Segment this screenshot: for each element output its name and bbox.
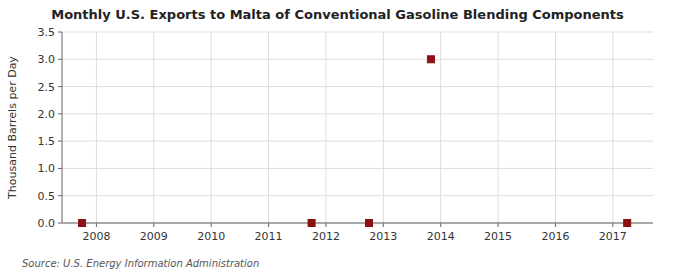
tick-label-x: 2013 (369, 230, 397, 243)
grid-line-x (498, 32, 499, 223)
point (365, 220, 372, 227)
tick-label-y: 3.5 (38, 26, 56, 39)
tick-label-x: 2010 (197, 230, 225, 243)
grid-line-y (62, 141, 653, 142)
point (624, 220, 631, 227)
tick-x (96, 223, 97, 227)
tick-y (58, 223, 62, 224)
tick-label-x: 2015 (484, 230, 512, 243)
tick-label-x: 2017 (599, 230, 627, 243)
grid-line-x (211, 32, 212, 223)
tick-x (555, 223, 556, 227)
points (79, 56, 631, 227)
tick-label-y: 3.0 (38, 53, 56, 66)
grid-line-y (62, 113, 653, 114)
tick-label-x: 2012 (312, 230, 340, 243)
tick-y (58, 168, 62, 169)
chart: 0.0 0.5 1.0 1.5 2.0 2.5 3.0 3.5 2008 2009 2010 2011… (0, 0, 675, 275)
tick-label-y: 1.5 (38, 135, 56, 148)
tick-y (58, 86, 62, 87)
tick-x (211, 223, 212, 227)
tick-label-x: 2011 (255, 230, 283, 243)
grid-line-x (325, 32, 326, 223)
tick-x (612, 223, 613, 227)
grid-line-x (153, 32, 154, 223)
grid-line-y (62, 86, 653, 87)
grid-line-x (440, 32, 441, 223)
tick-label-y: 0.0 (38, 217, 56, 230)
y-axis-line (62, 32, 63, 223)
tick-y (58, 59, 62, 60)
grid-line-y (62, 195, 653, 196)
grid-line-x (96, 32, 97, 223)
grid-line-y (62, 223, 653, 224)
grid-line-y (62, 168, 653, 169)
point (79, 220, 86, 227)
tick-y (58, 32, 62, 33)
tick-label-x: 2016 (541, 230, 569, 243)
point (427, 56, 434, 63)
tick-x (153, 223, 154, 227)
tick-label-y: 0.5 (38, 190, 56, 203)
tick-label-x: 2014 (427, 230, 455, 243)
grid-line-x (383, 32, 384, 223)
grid (62, 32, 653, 223)
tick-label-x: 2009 (140, 230, 168, 243)
grid-line-x (268, 32, 269, 223)
tick-label-y: 2.5 (38, 81, 56, 94)
x-axis-line (62, 223, 653, 224)
grid-line-y (62, 59, 653, 60)
tick-y (58, 141, 62, 142)
tick-x (325, 223, 326, 227)
grid-line-x (612, 32, 613, 223)
tick-x (498, 223, 499, 227)
grid-line-x (555, 32, 556, 223)
tick-label-y: 1.0 (38, 162, 56, 175)
tick-x (268, 223, 269, 227)
axes: 0.0 0.5 1.0 1.5 2.0 2.5 3.0 3.5 2008 2009 2010 2011… (38, 26, 654, 243)
source-note: Source: U.S. Energy Information Administ… (22, 258, 259, 269)
tick-y (58, 195, 62, 196)
y-axis-label: Thousand Barrels per Day (6, 56, 19, 200)
point (308, 220, 315, 227)
title: Monthly U.S. Exports to Malta of Convent… (51, 7, 624, 22)
tick-x (440, 223, 441, 227)
grid-line-y (62, 32, 653, 33)
tick-label-y: 2.0 (38, 108, 56, 121)
tick-y (58, 113, 62, 114)
tick-x (383, 223, 384, 227)
tick-label-x: 2008 (82, 230, 110, 243)
